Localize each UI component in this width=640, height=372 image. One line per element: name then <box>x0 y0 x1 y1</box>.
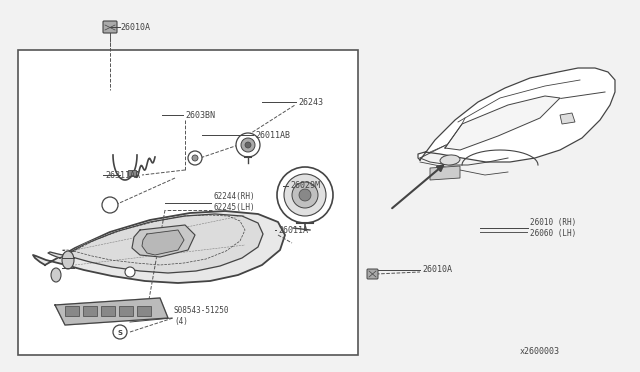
Bar <box>137 306 151 316</box>
Polygon shape <box>445 96 560 150</box>
Text: 62244(RH)
62245(LH): 62244(RH) 62245(LH) <box>213 192 255 212</box>
Circle shape <box>299 189 311 201</box>
Circle shape <box>188 151 202 165</box>
Circle shape <box>277 167 333 223</box>
Polygon shape <box>560 113 575 124</box>
Text: 26010A: 26010A <box>422 266 452 275</box>
FancyBboxPatch shape <box>367 269 378 279</box>
Circle shape <box>192 155 198 161</box>
Text: S08543-51250
(4): S08543-51250 (4) <box>174 306 230 326</box>
Circle shape <box>236 133 260 157</box>
Circle shape <box>284 174 326 216</box>
Polygon shape <box>430 166 460 180</box>
Circle shape <box>292 182 318 208</box>
Text: 26311AA: 26311AA <box>105 170 140 180</box>
Bar <box>83 306 97 316</box>
Circle shape <box>102 197 118 213</box>
Polygon shape <box>48 214 263 273</box>
Text: 26011A: 26011A <box>278 225 308 234</box>
Text: x2600003: x2600003 <box>520 347 560 356</box>
Polygon shape <box>55 298 168 325</box>
Bar <box>65 306 79 316</box>
FancyBboxPatch shape <box>103 21 117 33</box>
Circle shape <box>125 267 135 277</box>
Polygon shape <box>33 211 285 283</box>
Circle shape <box>245 142 251 148</box>
Ellipse shape <box>51 268 61 282</box>
Polygon shape <box>132 225 195 257</box>
Polygon shape <box>142 230 184 255</box>
Ellipse shape <box>62 251 74 269</box>
Text: S: S <box>118 330 122 336</box>
Text: 26011AB: 26011AB <box>255 131 290 140</box>
Text: 2603BN: 2603BN <box>185 110 215 119</box>
Ellipse shape <box>440 155 460 165</box>
Text: 26029M: 26029M <box>290 180 320 189</box>
Bar <box>128 170 136 176</box>
Bar <box>18 50 358 355</box>
Text: 26243: 26243 <box>298 97 323 106</box>
Circle shape <box>113 325 127 339</box>
Circle shape <box>241 138 255 152</box>
Text: 26010 (RH)
26060 (LH): 26010 (RH) 26060 (LH) <box>530 218 576 238</box>
Bar <box>101 306 115 316</box>
Bar <box>119 306 133 316</box>
Text: 26010A: 26010A <box>120 22 150 32</box>
Polygon shape <box>418 68 615 162</box>
